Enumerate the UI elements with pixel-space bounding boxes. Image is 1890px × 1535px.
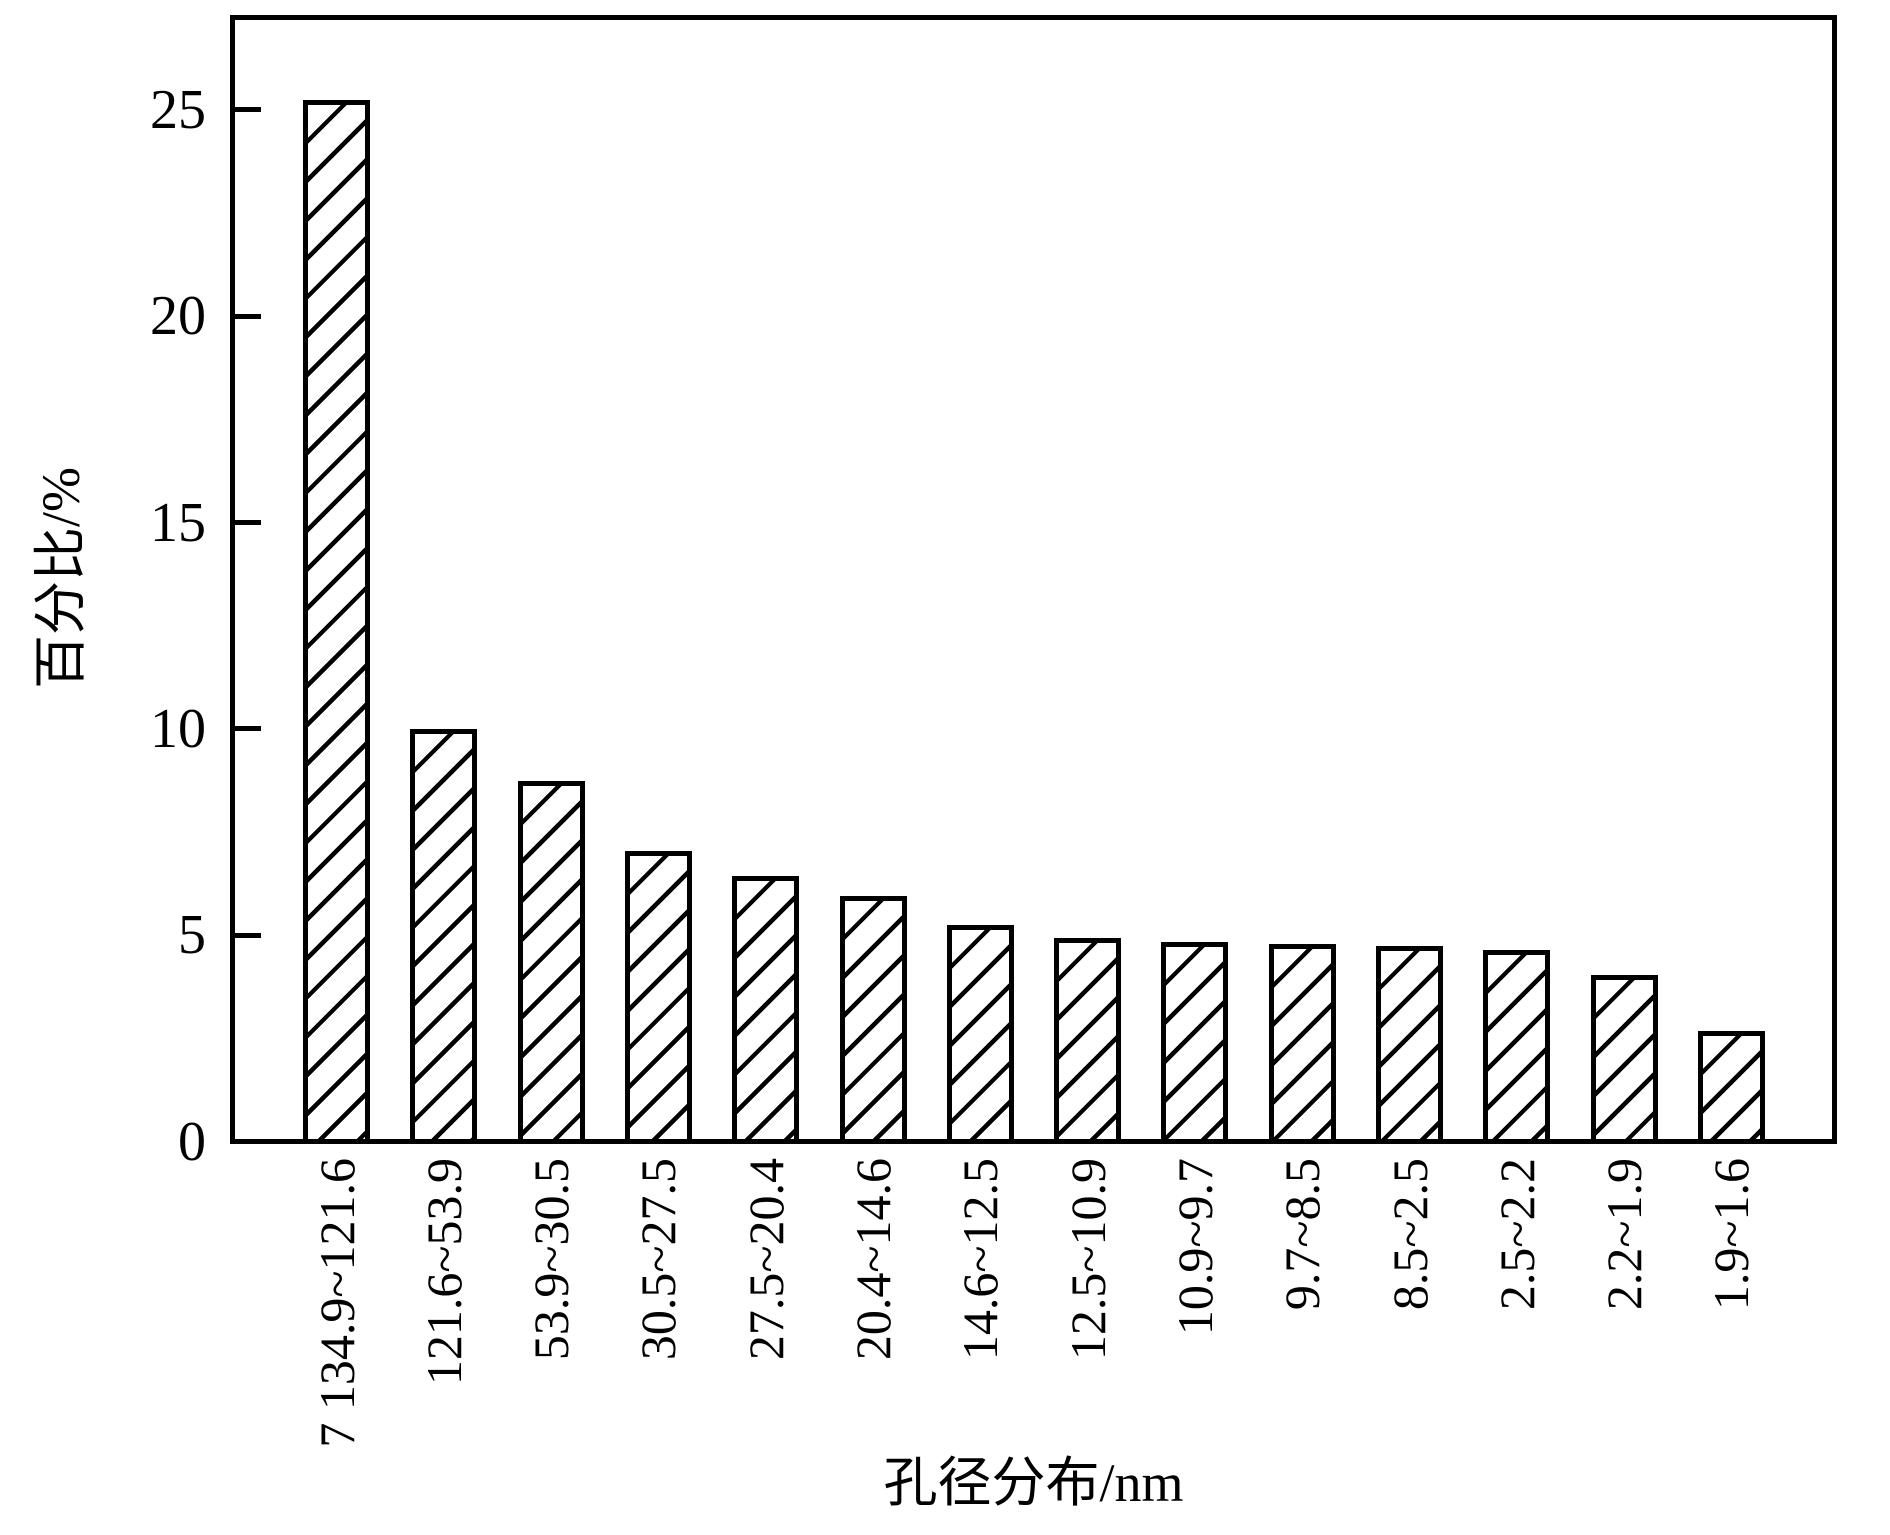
bar <box>1161 941 1229 1144</box>
bar <box>1054 937 1122 1144</box>
bar <box>303 100 370 1144</box>
x-tick-label: 2.5~2.2 <box>1488 1158 1545 1311</box>
x-tick-label: 7 134.9~121.6 <box>308 1158 365 1448</box>
x-tick-label: 30.5~27.5 <box>630 1158 687 1361</box>
x-axis-title: 孔径分布/nm <box>883 1453 1184 1513</box>
x-tick-label: 53.9~30.5 <box>523 1158 580 1361</box>
x-tick-label: 12.5~10.9 <box>1059 1158 1116 1361</box>
x-tick-label: 1.9~1.6 <box>1703 1158 1760 1311</box>
bar <box>1697 1030 1765 1144</box>
y-axis-tick <box>235 932 261 938</box>
y-tick-label: 10 <box>150 697 206 760</box>
bar <box>517 780 585 1144</box>
x-tick-label: 10.9~9.7 <box>1166 1158 1223 1336</box>
bar <box>410 729 478 1144</box>
bar <box>1268 943 1336 1144</box>
x-tick-label: 14.6~12.5 <box>952 1158 1009 1361</box>
bar <box>624 851 692 1144</box>
x-tick-label: 9.7~8.5 <box>1274 1158 1331 1311</box>
plot-area <box>230 15 1837 1144</box>
y-tick-label: 5 <box>178 904 206 967</box>
x-tick-label: 2.2~1.9 <box>1596 1158 1653 1311</box>
bar <box>1483 950 1551 1144</box>
x-tick-label: 8.5~2.5 <box>1381 1158 1438 1311</box>
y-axis-tick <box>235 520 261 526</box>
x-tick-label: 20.4~14.6 <box>845 1158 901 1361</box>
y-tick-label: 0 <box>178 1110 206 1173</box>
y-tick-label: 25 <box>150 78 206 141</box>
y-axis-tick <box>235 107 261 113</box>
bar <box>1376 945 1443 1144</box>
bar <box>1590 974 1658 1144</box>
bar <box>732 875 800 1144</box>
x-tick-label: 121.6~53.9 <box>415 1158 472 1386</box>
y-tick-label: 20 <box>150 285 206 348</box>
x-tick-label: 27.5~20.4 <box>737 1158 794 1361</box>
y-tick-label: 15 <box>150 491 206 554</box>
bar <box>946 925 1014 1144</box>
y-axis-tick <box>235 726 261 732</box>
y-axis-tick <box>235 313 261 319</box>
bar <box>839 896 907 1144</box>
